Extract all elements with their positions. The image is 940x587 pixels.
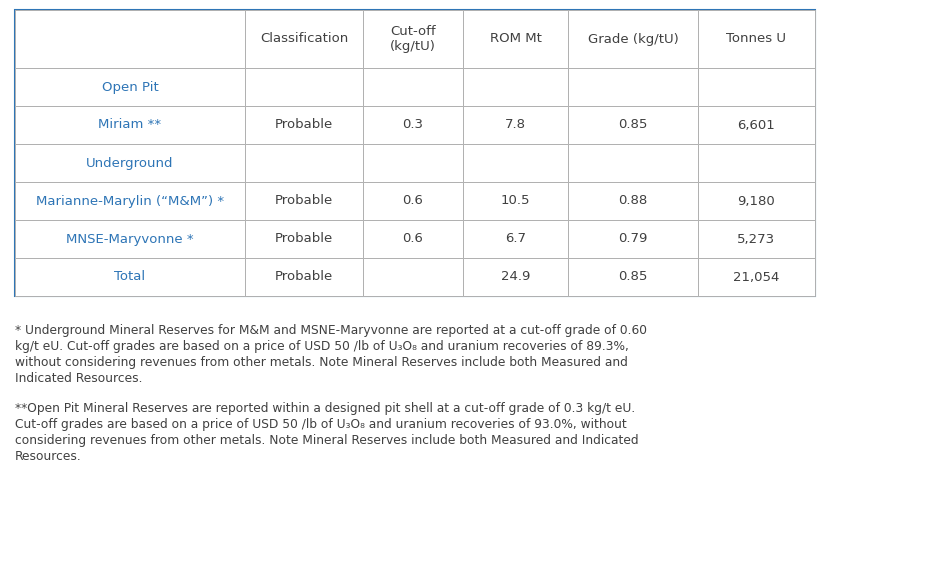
Text: Underground: Underground bbox=[86, 157, 174, 170]
Bar bbox=[363, 68, 463, 106]
Text: 6.7: 6.7 bbox=[505, 232, 526, 245]
Text: Total: Total bbox=[115, 271, 146, 284]
Text: Classification: Classification bbox=[259, 32, 348, 46]
Bar bbox=[463, 10, 568, 68]
Text: Probable: Probable bbox=[274, 119, 333, 131]
Text: 0.85: 0.85 bbox=[619, 271, 648, 284]
Text: 0.6: 0.6 bbox=[402, 232, 423, 245]
Text: Grade (kg/tU): Grade (kg/tU) bbox=[588, 32, 679, 46]
Text: 0.3: 0.3 bbox=[402, 119, 424, 131]
Bar bbox=[698, 68, 815, 106]
Bar bbox=[698, 144, 815, 182]
Bar bbox=[363, 10, 463, 68]
Text: Resources.: Resources. bbox=[15, 450, 82, 463]
Bar bbox=[698, 220, 815, 258]
Text: Probable: Probable bbox=[274, 194, 333, 207]
Text: kg/t eU. Cut-off grades are based on a price of USD 50 /lb of U₃O₈ and uranium r: kg/t eU. Cut-off grades are based on a p… bbox=[15, 340, 629, 353]
Bar bbox=[245, 68, 363, 106]
Bar bbox=[568, 106, 698, 144]
Text: 6,601: 6,601 bbox=[738, 119, 775, 131]
Text: * Underground Mineral Reserves for M&M and MSNE-Maryvonne are reported at a cut-: * Underground Mineral Reserves for M&M a… bbox=[15, 324, 647, 337]
Text: Probable: Probable bbox=[274, 271, 333, 284]
Bar bbox=[568, 182, 698, 220]
Text: 0.88: 0.88 bbox=[619, 194, 648, 207]
Bar bbox=[568, 10, 698, 68]
Bar bbox=[245, 106, 363, 144]
Bar bbox=[698, 10, 815, 68]
Text: Cut-off grades are based on a price of USD 50 /lb of U₃O₈ and uranium recoveries: Cut-off grades are based on a price of U… bbox=[15, 418, 627, 431]
Text: considering revenues from other metals. Note Mineral Reserves include both Measu: considering revenues from other metals. … bbox=[15, 434, 638, 447]
Text: 0.79: 0.79 bbox=[619, 232, 648, 245]
Bar bbox=[15, 220, 245, 258]
Bar bbox=[698, 182, 815, 220]
Bar bbox=[463, 182, 568, 220]
Bar bbox=[463, 106, 568, 144]
Text: Probable: Probable bbox=[274, 232, 333, 245]
Text: 24.9: 24.9 bbox=[501, 271, 530, 284]
Text: Indicated Resources.: Indicated Resources. bbox=[15, 372, 143, 385]
Bar bbox=[568, 220, 698, 258]
Bar bbox=[245, 220, 363, 258]
Bar bbox=[245, 258, 363, 296]
Bar bbox=[15, 68, 245, 106]
Bar bbox=[245, 144, 363, 182]
Text: without considering revenues from other metals. Note Mineral Reserves include bo: without considering revenues from other … bbox=[15, 356, 628, 369]
Bar bbox=[15, 182, 245, 220]
Bar bbox=[15, 258, 245, 296]
Text: 0.6: 0.6 bbox=[402, 194, 423, 207]
Text: Tonnes U: Tonnes U bbox=[727, 32, 787, 46]
Text: ROM Mt: ROM Mt bbox=[490, 32, 541, 46]
Bar bbox=[245, 182, 363, 220]
Bar bbox=[15, 10, 815, 296]
Text: MNSE-Maryvonne *: MNSE-Maryvonne * bbox=[66, 232, 194, 245]
Bar bbox=[15, 10, 245, 68]
Bar bbox=[15, 106, 245, 144]
Bar bbox=[363, 220, 463, 258]
Text: Miriam **: Miriam ** bbox=[99, 119, 162, 131]
Bar bbox=[568, 144, 698, 182]
Text: Cut-off
(kg/tU): Cut-off (kg/tU) bbox=[390, 25, 436, 53]
Bar bbox=[568, 258, 698, 296]
Bar bbox=[463, 220, 568, 258]
Bar bbox=[698, 258, 815, 296]
Bar bbox=[363, 182, 463, 220]
Bar bbox=[15, 144, 245, 182]
Bar bbox=[463, 144, 568, 182]
Text: 7.8: 7.8 bbox=[505, 119, 526, 131]
Text: 0.85: 0.85 bbox=[619, 119, 648, 131]
Text: 5,273: 5,273 bbox=[738, 232, 775, 245]
Text: 10.5: 10.5 bbox=[501, 194, 530, 207]
Text: 9,180: 9,180 bbox=[738, 194, 775, 207]
Text: **Open Pit Mineral Reserves are reported within a designed pit shell at a cut-of: **Open Pit Mineral Reserves are reported… bbox=[15, 402, 635, 415]
Bar bbox=[363, 258, 463, 296]
Text: Marianne-Marylin (“M&M”) *: Marianne-Marylin (“M&M”) * bbox=[36, 194, 224, 207]
Bar bbox=[698, 106, 815, 144]
Bar bbox=[363, 106, 463, 144]
Bar bbox=[568, 68, 698, 106]
Bar bbox=[463, 68, 568, 106]
Text: 21,054: 21,054 bbox=[733, 271, 779, 284]
Bar bbox=[463, 258, 568, 296]
Text: Open Pit: Open Pit bbox=[102, 80, 158, 93]
Bar bbox=[363, 144, 463, 182]
Bar bbox=[245, 10, 363, 68]
